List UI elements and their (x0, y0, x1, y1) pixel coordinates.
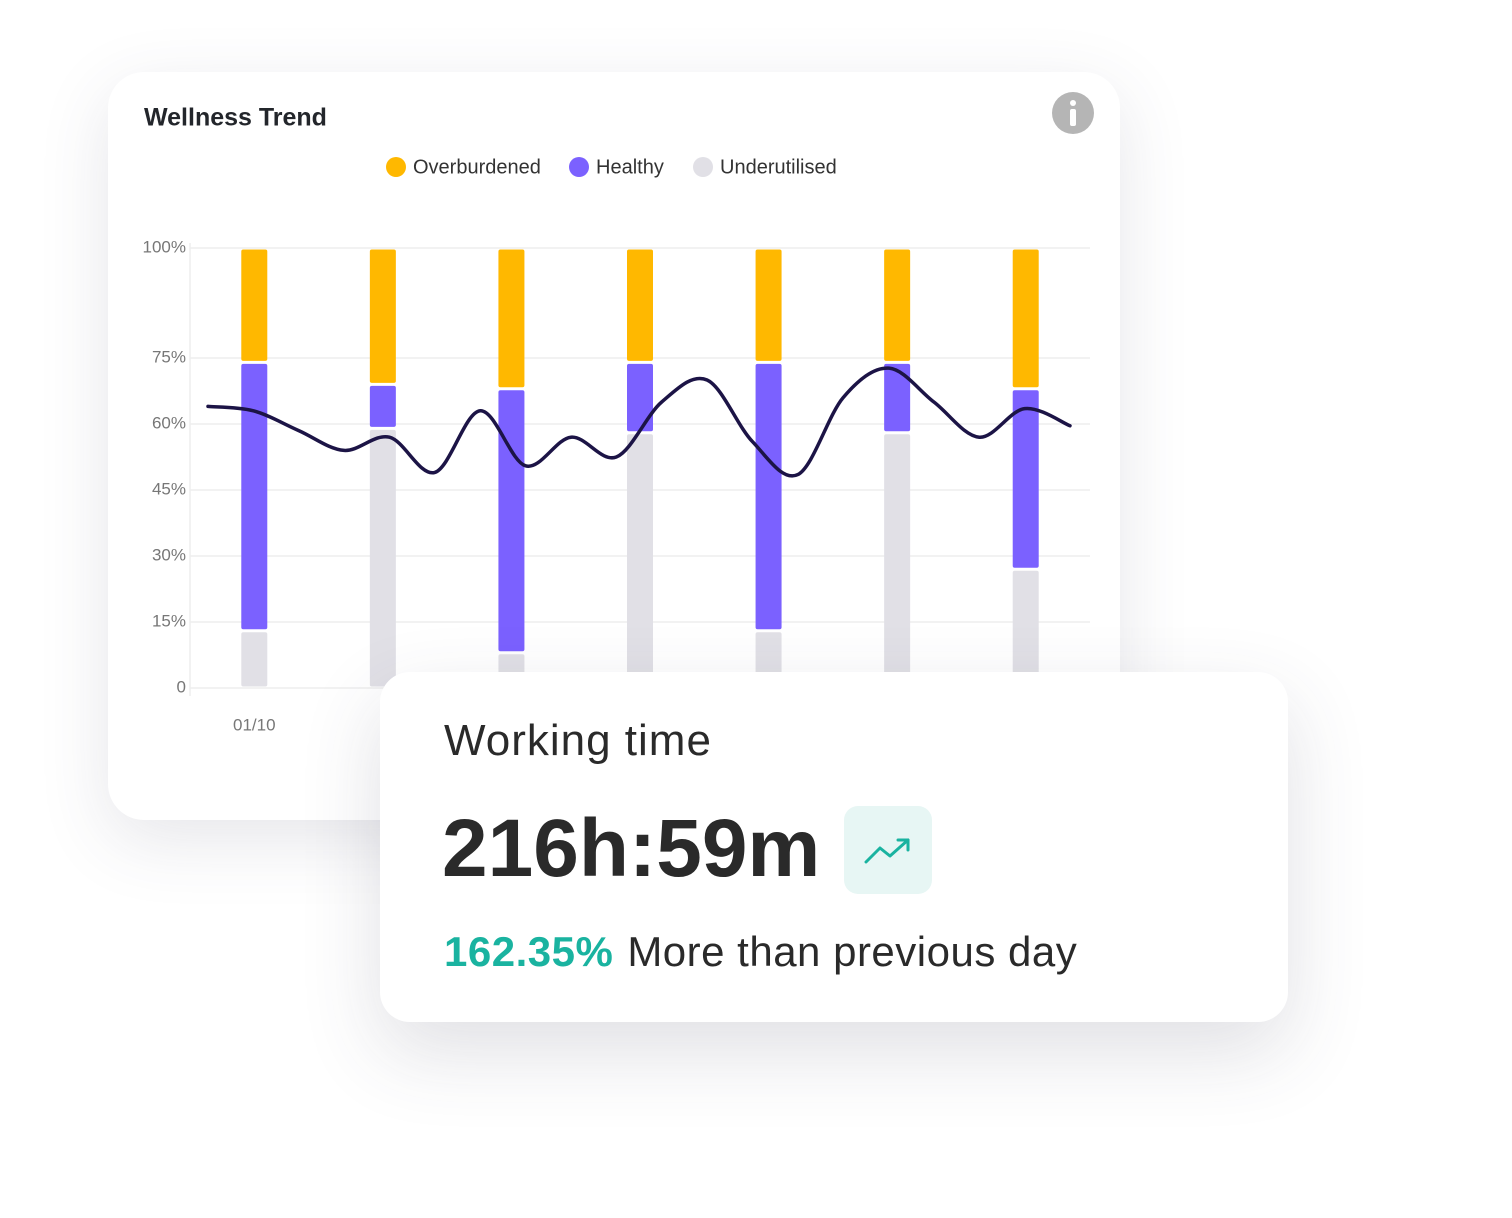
card-title: Working time (444, 716, 712, 765)
bar-segment (755, 363, 782, 630)
bar-segment (369, 249, 396, 383)
y-tick-label: 60% (152, 413, 186, 432)
legend-marker (693, 157, 713, 177)
working-time-card: Working time 216h:59m 162.35% More than p… (380, 672, 1288, 1022)
legend-marker (569, 157, 589, 177)
change-percent: 162.35% (444, 928, 614, 975)
trend-line (206, 366, 1072, 478)
legend-marker (386, 157, 406, 177)
y-tick-label: 45% (152, 479, 186, 498)
bar-segment (241, 249, 268, 361)
bar-segment (1012, 249, 1039, 388)
y-tick-label: 75% (152, 347, 186, 366)
card-value: 216h:59m (442, 803, 821, 894)
chart-title: Wellness Trend (144, 104, 327, 132)
y-tick-label: 100% (143, 237, 186, 256)
info-icon[interactable] (1052, 92, 1094, 134)
bar-segment (241, 632, 268, 687)
bar-segment (498, 390, 525, 652)
bar-segment (1012, 570, 1039, 687)
bar-segment (627, 363, 653, 432)
bar-segment (241, 363, 268, 630)
bar-segment (369, 385, 396, 427)
bar-segment (369, 429, 396, 687)
change-text: More than previous day (627, 928, 1078, 975)
x-tick-label: 01/10 (233, 715, 276, 734)
trend-icon (844, 806, 932, 894)
y-tick-label: 15% (152, 611, 186, 630)
legend-label: Underutilised (720, 156, 837, 178)
bar-segment (884, 434, 911, 687)
bar-segment (884, 363, 911, 432)
legend-label: Healthy (596, 156, 664, 178)
bar-segment (498, 249, 525, 388)
bar-segment (627, 434, 653, 687)
bar-segment (627, 249, 653, 361)
bar-segment (884, 249, 911, 361)
card-change: 162.35% More than previous day (444, 928, 1077, 976)
y-tick-label: 0 (177, 677, 186, 696)
bar-segment (1012, 390, 1039, 568)
y-tick-label: 30% (152, 545, 186, 564)
legend-label: Overburdened (413, 156, 541, 178)
bar-segment (755, 249, 782, 361)
